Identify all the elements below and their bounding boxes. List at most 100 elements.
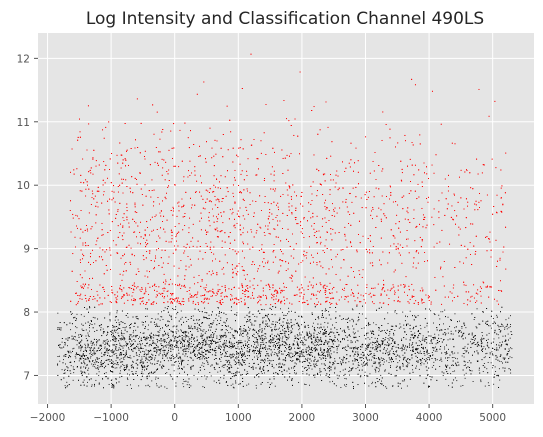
data-point — [295, 372, 297, 374]
data-point — [64, 372, 66, 374]
data-point — [416, 349, 418, 351]
data-point — [287, 322, 289, 324]
data-point — [239, 351, 241, 353]
data-point — [128, 324, 130, 326]
data-point — [59, 346, 60, 348]
data-point — [234, 337, 236, 339]
data-point — [309, 362, 311, 364]
data-point — [183, 331, 185, 333]
data-point — [210, 365, 212, 367]
data-point — [260, 336, 262, 338]
data-point — [370, 353, 372, 355]
data-point — [429, 376, 431, 378]
data-point — [329, 381, 331, 383]
data-point — [175, 336, 176, 338]
data-point — [109, 319, 111, 321]
data-point — [355, 368, 357, 370]
data-point — [74, 332, 76, 334]
data-point — [365, 343, 366, 345]
data-point — [229, 371, 231, 373]
data-point — [265, 345, 267, 347]
data-point — [290, 326, 292, 328]
data-point — [201, 341, 203, 343]
data-point — [102, 378, 103, 380]
data-point — [399, 368, 401, 370]
data-point — [188, 345, 190, 347]
data-point — [228, 372, 230, 373]
data-point — [157, 313, 159, 315]
data-point — [116, 344, 118, 345]
data-point — [201, 335, 203, 337]
data-point — [103, 367, 105, 369]
data-point — [210, 329, 212, 331]
data-point — [117, 350, 119, 351]
data-point — [126, 353, 127, 355]
data-point — [145, 308, 147, 310]
data-point — [213, 334, 215, 336]
data-point — [495, 371, 497, 372]
data-point — [212, 348, 213, 350]
data-point — [234, 331, 236, 333]
data-point — [302, 366, 304, 368]
data-point — [222, 344, 224, 346]
data-point — [111, 350, 113, 352]
data-point — [482, 348, 483, 350]
data-point — [208, 340, 210, 342]
data-point — [353, 328, 355, 330]
data-point — [90, 347, 92, 349]
data-point — [450, 320, 452, 321]
data-point — [221, 329, 223, 330]
data-point — [133, 330, 134, 332]
data-point — [120, 345, 122, 347]
data-point — [386, 344, 388, 346]
data-point — [462, 369, 464, 371]
data-point — [226, 381, 228, 382]
data-point — [80, 350, 82, 352]
data-point — [434, 350, 436, 352]
data-point — [477, 341, 479, 343]
data-point — [436, 327, 438, 329]
data-point — [451, 364, 453, 366]
data-point — [278, 341, 280, 343]
data-point — [92, 354, 94, 356]
data-point — [419, 341, 421, 343]
data-point — [256, 331, 257, 333]
data-point — [160, 350, 162, 352]
data-point — [355, 359, 357, 361]
data-point — [370, 342, 372, 344]
data-point — [112, 332, 114, 334]
data-point — [173, 364, 175, 366]
data-point — [180, 358, 182, 360]
data-point — [141, 367, 143, 369]
data-point — [162, 334, 164, 336]
data-point — [151, 336, 153, 338]
data-point — [457, 321, 458, 323]
data-point — [401, 387, 402, 389]
data-point — [206, 343, 208, 345]
data-point — [232, 353, 234, 355]
data-point — [213, 320, 215, 322]
data-point — [244, 353, 246, 355]
data-point — [351, 318, 353, 320]
data-point — [463, 347, 465, 349]
data-point — [442, 311, 444, 313]
data-point — [319, 369, 321, 371]
data-point — [426, 342, 428, 344]
data-point — [395, 325, 397, 327]
data-point — [106, 348, 108, 349]
data-point — [260, 362, 262, 363]
data-point — [445, 357, 446, 359]
data-point — [352, 325, 353, 327]
data-point — [163, 353, 165, 355]
data-point — [166, 326, 168, 328]
data-point — [220, 360, 222, 362]
data-point — [413, 336, 415, 338]
data-point — [156, 325, 158, 327]
data-point — [169, 314, 170, 316]
data-point — [206, 376, 208, 378]
data-point — [384, 347, 385, 349]
data-point — [172, 356, 174, 358]
data-point — [155, 378, 157, 380]
data-point — [239, 341, 241, 343]
data-point — [258, 310, 260, 312]
